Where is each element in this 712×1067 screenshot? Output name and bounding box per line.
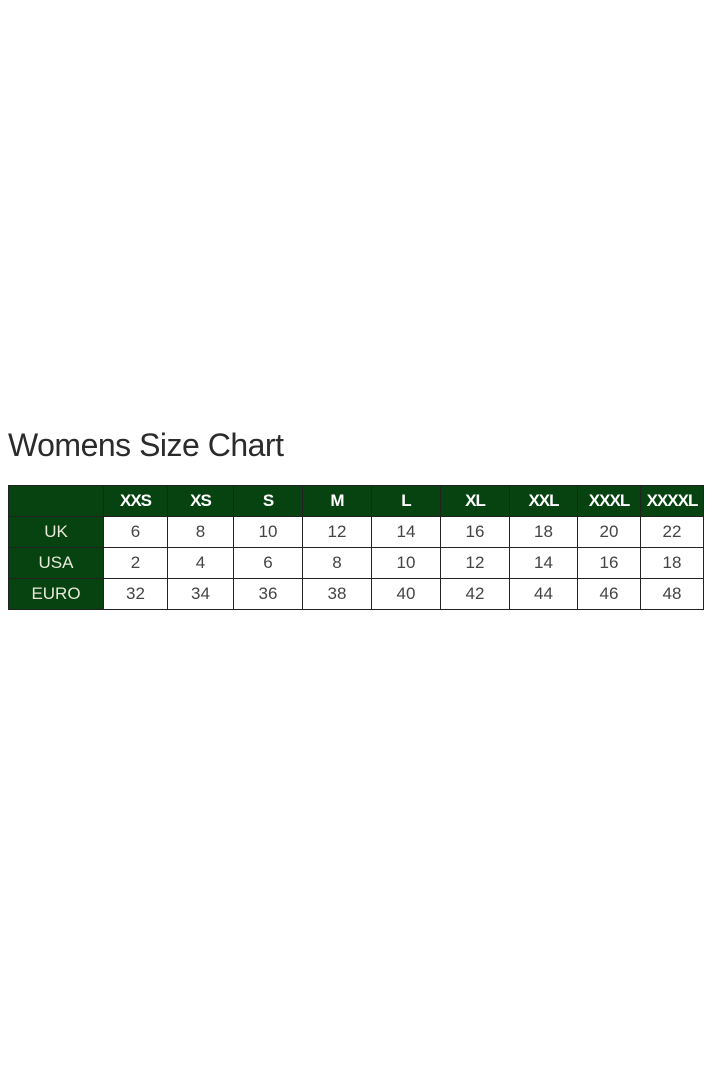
size-cell: 36 [233,578,303,610]
size-cell: 16 [440,516,510,548]
size-cell: 14 [509,547,578,579]
column-header: XS [167,485,234,517]
row-label: USA [8,547,104,579]
size-cell: 8 [302,547,372,579]
size-cell: 12 [440,547,510,579]
column-header: L [371,485,441,517]
size-cell: 6 [103,516,168,548]
size-cell: 18 [640,547,704,579]
size-cell: 2 [103,547,168,579]
size-cell: 18 [509,516,578,548]
size-cell: 34 [167,578,234,610]
column-header: M [302,485,372,517]
size-cell: 10 [233,516,303,548]
column-header: XXS [103,485,168,517]
size-chart-table: XXS XS S M L XL XXL XXXL XXXXL UK 6 8 10 12 14 16 18 20 2… [8,485,704,610]
table-row: UK 6 8 10 12 14 16 18 20 22 [8,516,704,548]
size-cell: 42 [440,578,510,610]
size-cell: 10 [371,547,441,579]
size-cell: 8 [167,516,234,548]
table-row: USA 2 4 6 8 10 12 14 16 18 [8,547,704,579]
corner-cell [8,485,104,517]
size-cell: 32 [103,578,168,610]
column-header: S [233,485,303,517]
page-title: Womens Size Chart [8,427,284,463]
column-header: XXXXL [640,485,704,517]
size-cell: 44 [509,578,578,610]
size-cell: 20 [577,516,641,548]
table-row: EURO 32 34 36 38 40 42 44 46 48 [8,578,704,610]
size-cell: 12 [302,516,372,548]
row-label: UK [8,516,104,548]
column-header: XXXL [577,485,641,517]
size-cell: 46 [577,578,641,610]
size-cell: 6 [233,547,303,579]
size-cell: 48 [640,578,704,610]
size-cell: 14 [371,516,441,548]
header-row: XXS XS S M L XL XXL XXXL XXXXL [8,485,704,517]
size-cell: 22 [640,516,704,548]
size-cell: 16 [577,547,641,579]
column-header: XXL [509,485,578,517]
row-label: EURO [8,578,104,610]
size-cell: 4 [167,547,234,579]
column-header: XL [440,485,510,517]
size-cell: 40 [371,578,441,610]
size-cell: 38 [302,578,372,610]
